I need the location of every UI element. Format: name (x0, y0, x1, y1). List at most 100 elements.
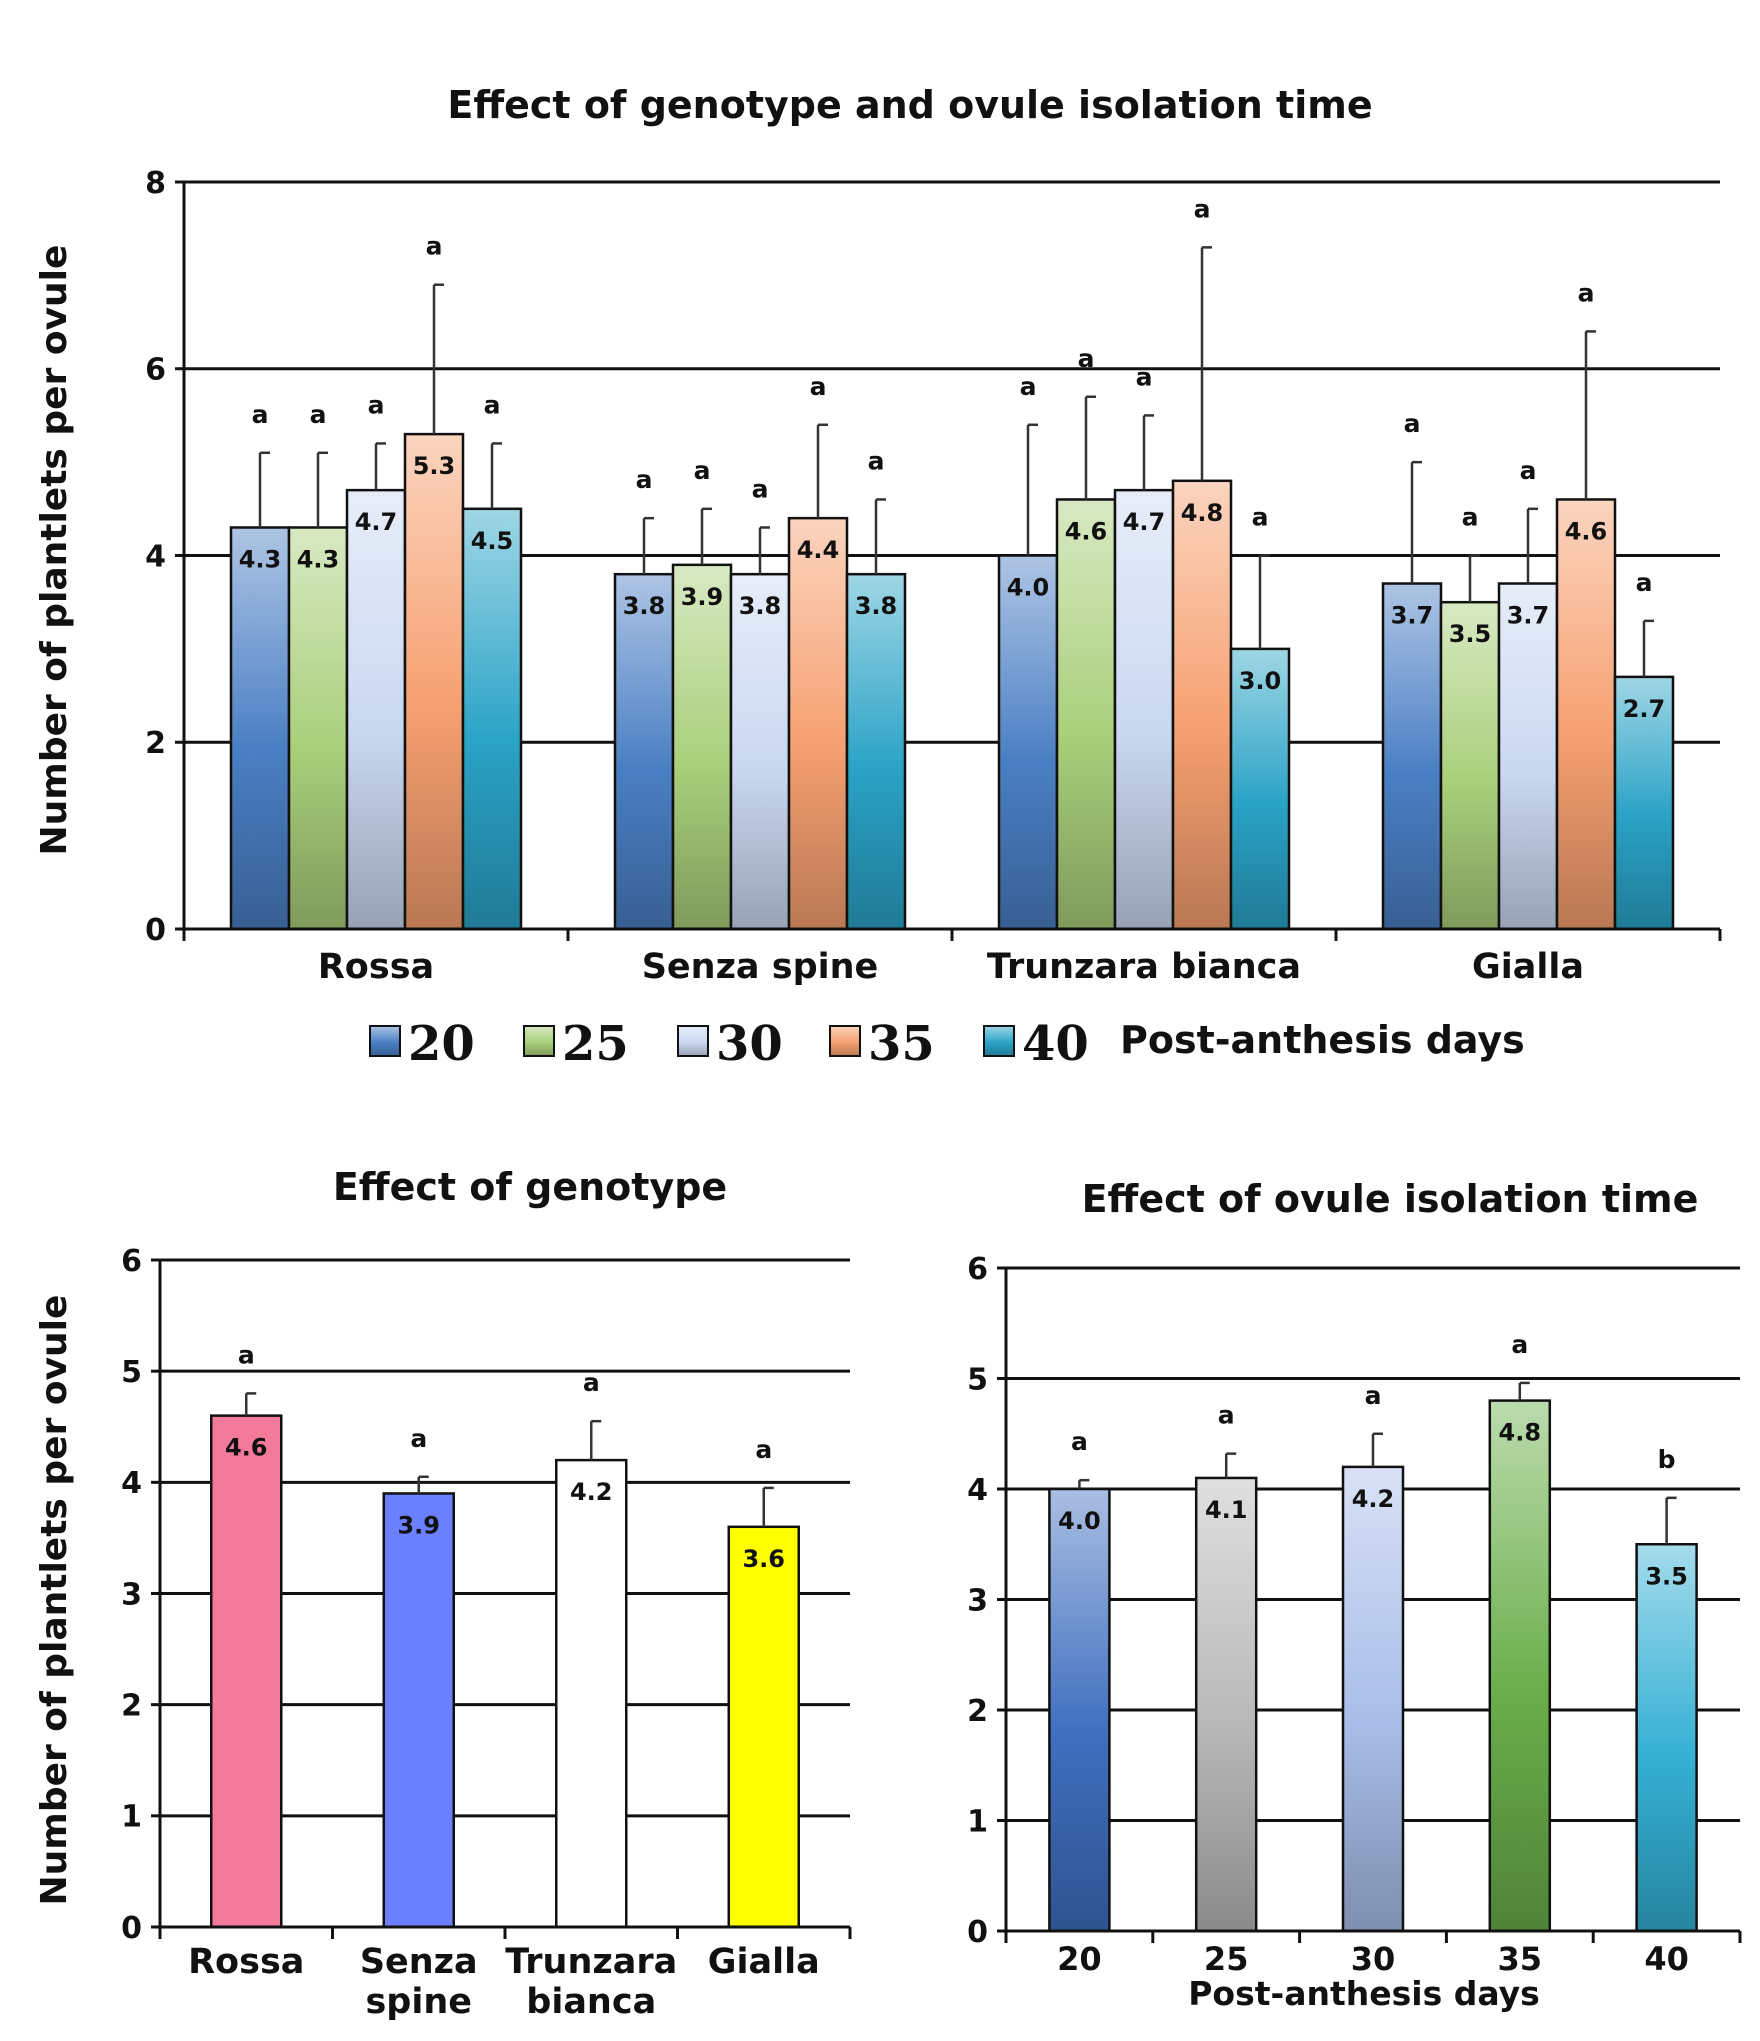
bar (1381, 582, 1443, 931)
chart1-bars: 4.3 a 4.3 a 4.7 a 5.3 a 4.5 a 3.8 a 3.9 a 3.8 a 4.4 a 3.8 a… (229, 194, 1675, 931)
data-label: 3.0 (1239, 667, 1282, 695)
bar (229, 526, 291, 931)
bar (1229, 647, 1291, 931)
chart1-axes (175, 180, 1722, 941)
legend-label: 30 (716, 1016, 783, 1072)
significance-letter: a (636, 465, 653, 494)
bar (1497, 582, 1559, 931)
legend-label: 40 (1022, 1016, 1089, 1072)
data-label: 4.3 (297, 545, 340, 573)
significance-letter: a (252, 400, 269, 429)
chart-genotype-time: Effect of genotype and ovule isolation t… (34, 83, 1722, 1072)
significance-letter: a (1252, 503, 1269, 532)
significance-letter: a (1511, 1330, 1528, 1359)
y-tick-label: 2 (121, 1688, 142, 1723)
significance-letter: a (1462, 503, 1479, 532)
data-label: 3.7 (1391, 602, 1434, 630)
bar (671, 563, 733, 931)
category-label: Gialla (708, 1942, 820, 1982)
category-label: 40 (1644, 1940, 1689, 1978)
chart-isolation-time: Effect of ovule isolation time Post-anth… (967, 1177, 1742, 2013)
y-tick-label: 3 (121, 1577, 142, 1612)
data-label: 4.2 (1352, 1485, 1395, 1513)
bar (727, 1525, 800, 1929)
category-label: Trunzara (505, 1942, 677, 1982)
category-label: bianca (526, 1982, 656, 2022)
chart2-axes (151, 1258, 852, 1939)
significance-letter: a (1078, 344, 1095, 373)
bar (555, 1458, 628, 1929)
bar (787, 516, 849, 931)
significance-letter: a (1404, 409, 1421, 438)
data-label: 5.3 (413, 452, 456, 480)
y-tick-label: 1 (967, 1804, 988, 1839)
y-tick-label: 1 (121, 1800, 142, 1835)
data-label: 3.8 (623, 592, 666, 620)
chart3-x-axis-label: Post-anthesis days (1188, 1974, 1540, 2013)
legend-title: Post-anthesis days (1120, 1018, 1525, 1062)
bar (461, 507, 523, 931)
y-tick-label: 0 (145, 913, 166, 948)
chart2-y-axis-label: Number of plantlets per ovule (34, 1295, 75, 1906)
data-label: 4.7 (355, 508, 398, 536)
legend-swatch (829, 1025, 861, 1057)
data-label: 3.6 (742, 1545, 785, 1573)
chart1-title: Effect of genotype and ovule isolation t… (447, 83, 1372, 127)
legend-swatch (369, 1025, 401, 1057)
y-tick-label: 6 (121, 1244, 142, 1279)
category-label: Trunzara bianca (987, 947, 1301, 987)
y-tick-label: 4 (121, 1466, 142, 1501)
chart2-title: Effect of genotype (333, 1165, 727, 1209)
data-label: 4.8 (1499, 1419, 1542, 1447)
chart3-title: Effect of ovule isolation time (1082, 1177, 1699, 1221)
chart1-category-labels: Rossa Senza spine Trunzara bianca Gialla (318, 947, 1584, 987)
data-label: 4.5 (471, 527, 514, 555)
chart1-legend: Post-anthesis days 20 25 30 35 40 (369, 1016, 1525, 1072)
chart3-y-tick-labels: 0 1 2 3 4 5 6 (967, 1252, 988, 1950)
bar (1439, 600, 1501, 931)
y-tick-label: 4 (967, 1473, 988, 1508)
y-tick-label: 2 (967, 1694, 988, 1729)
bar (345, 488, 407, 931)
significance-letter: a (484, 390, 501, 419)
chart3-bars: 4.0 a 4.1 a 4.2 a 4.8 a 3.5 b (1048, 1330, 1698, 1933)
bar (210, 1414, 283, 1929)
bar (1048, 1487, 1111, 1933)
significance-letter: a (752, 474, 769, 503)
significance-letter: a (238, 1340, 255, 1369)
significance-letter: a (1194, 194, 1211, 223)
data-label: 4.8 (1181, 499, 1224, 527)
significance-letter: a (810, 372, 827, 401)
bar (1194, 1476, 1258, 1933)
bar (1488, 1399, 1552, 1933)
category-label: 30 (1351, 1940, 1396, 1978)
bar (1171, 479, 1233, 931)
y-tick-label: 8 (145, 166, 166, 201)
bar (997, 554, 1059, 931)
legend-swatch (523, 1025, 555, 1057)
bar (287, 526, 349, 931)
bar (1341, 1465, 1405, 1933)
bar (403, 432, 465, 931)
category-label: Gialla (1472, 947, 1584, 987)
data-label: 3.9 (681, 583, 724, 611)
bar (1635, 1543, 1698, 1933)
category-label: 35 (1498, 1940, 1543, 1978)
significance-letter: a (368, 390, 385, 419)
category-label: Senza (360, 1942, 478, 1982)
significance-letter: a (868, 446, 885, 475)
y-tick-label: 6 (145, 353, 166, 388)
significance-letter: a (1136, 362, 1153, 391)
category-label: 20 (1057, 1940, 1102, 1978)
significance-letter: a (310, 400, 327, 429)
y-tick-label: 3 (967, 1583, 988, 1618)
data-label: 4.2 (570, 1478, 613, 1506)
data-label: 3.9 (397, 1511, 440, 1539)
data-label: 3.8 (855, 592, 898, 620)
significance-letter: a (1365, 1381, 1382, 1410)
bar (845, 572, 907, 931)
data-label: 4.3 (239, 545, 282, 573)
data-label: 4.6 (225, 1434, 268, 1462)
significance-letter: a (1020, 372, 1037, 401)
y-tick-label: 2 (145, 726, 166, 761)
